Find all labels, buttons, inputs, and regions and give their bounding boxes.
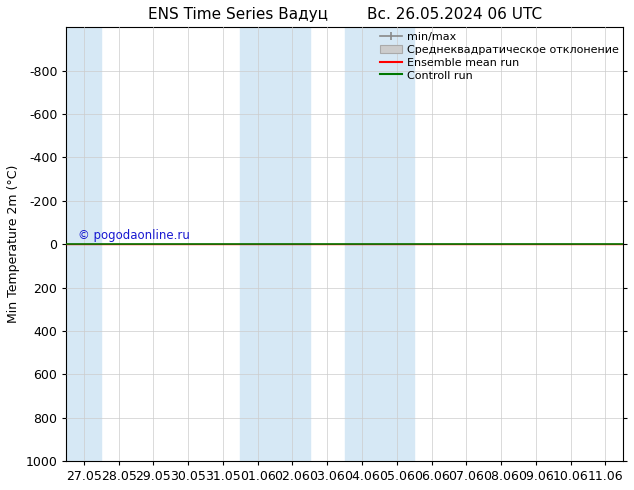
Bar xyxy=(240,27,310,461)
Title: ENS Time Series Вадуц        Вс. 26.05.2024 06 UTC: ENS Time Series Вадуц Вс. 26.05.2024 06 … xyxy=(148,7,541,22)
Text: © pogodaonline.ru: © pogodaonline.ru xyxy=(77,229,190,242)
Bar xyxy=(67,27,101,461)
Y-axis label: Min Temperature 2m (°C): Min Temperature 2m (°C) xyxy=(7,165,20,323)
Bar xyxy=(345,27,414,461)
Legend: min/max, Среднеквадратическое отклонение, Ensemble mean run, Controll run: min/max, Среднеквадратическое отклонение… xyxy=(378,29,621,83)
